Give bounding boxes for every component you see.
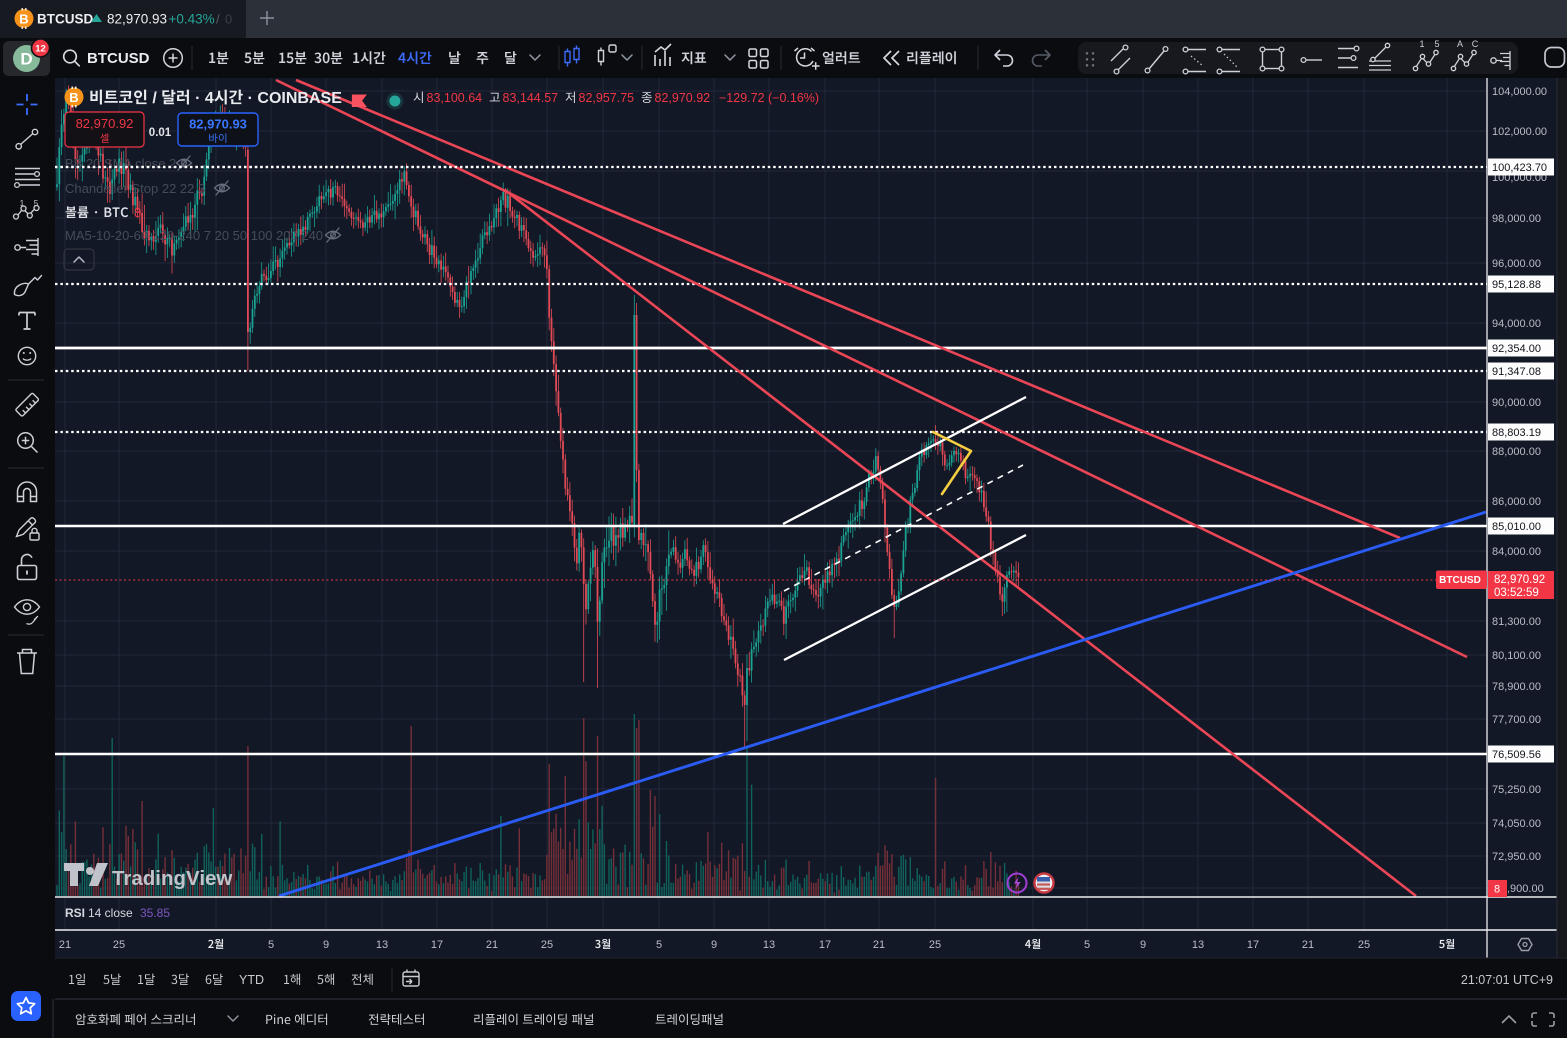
svg-text:25: 25: [113, 939, 125, 951]
svg-text:13: 13: [763, 939, 775, 951]
svg-text:5: 5: [1084, 939, 1090, 951]
svg-text:100,423.70: 100,423.70: [1492, 162, 1547, 174]
svg-text:75,250.00: 75,250.00: [1492, 784, 1541, 796]
svg-text:94,000.00: 94,000.00: [1492, 318, 1541, 330]
svg-text:95,128.88: 95,128.88: [1492, 279, 1541, 291]
svg-text:25: 25: [541, 939, 553, 951]
svg-text:A: A: [1457, 39, 1463, 49]
svg-text:83,144.57: 83,144.57: [503, 91, 559, 105]
svg-text:9: 9: [711, 939, 717, 951]
svg-text:21:07:01 UTC+9: 21:07:01 UTC+9: [1461, 973, 1553, 987]
svg-text:,900.00: ,900.00: [1507, 883, 1544, 895]
svg-text:77,700.00: 77,700.00: [1492, 714, 1541, 726]
svg-text:92,354.00: 92,354.00: [1492, 343, 1541, 355]
svg-text:17: 17: [819, 939, 831, 951]
svg-text:21: 21: [59, 939, 71, 951]
svg-text:8: 8: [1494, 884, 1500, 896]
svg-text:83,100.64: 83,100.64: [427, 91, 483, 105]
svg-text:−129.72 (−0.16%): −129.72 (−0.16%): [719, 91, 819, 105]
svg-text:78,900.00: 78,900.00: [1492, 681, 1541, 693]
svg-text:82,970.92: 82,970.92: [76, 116, 134, 131]
svg-text:B: B: [69, 90, 78, 105]
svg-text:· 4: · 4: [191, 90, 214, 107]
svg-text:90,000.00: 90,000.00: [1492, 397, 1541, 409]
svg-text:85,010.00: 85,010.00: [1492, 521, 1541, 533]
svg-text:82,970.92: 82,970.92: [655, 91, 711, 105]
svg-text:81,300.00: 81,300.00: [1492, 616, 1541, 628]
svg-text:0.01: 0.01: [149, 127, 172, 139]
svg-text:5: 5: [268, 939, 274, 951]
svg-text:BTCUSD: BTCUSD: [87, 50, 150, 67]
svg-text:17: 17: [431, 939, 443, 951]
svg-text:86,000.00: 86,000.00: [1492, 496, 1541, 508]
svg-text:/: /: [148, 90, 161, 107]
svg-text:B: B: [19, 12, 28, 27]
svg-text:98,000.00: 98,000.00: [1492, 213, 1541, 225]
svg-text:84,000.00: 84,000.00: [1492, 546, 1541, 558]
svg-text:8: 8: [134, 205, 141, 220]
svg-text:9: 9: [323, 939, 329, 951]
svg-text:21: 21: [1302, 939, 1314, 951]
svg-text:/: /: [216, 12, 220, 27]
svg-text:5: 5: [34, 199, 39, 208]
svg-text:91,347.08: 91,347.08: [1492, 366, 1541, 378]
svg-text:03:52:59: 03:52:59: [1494, 587, 1539, 599]
svg-text:104,000.00: 104,000.00: [1492, 86, 1547, 98]
svg-text:+0.43%: +0.43%: [169, 12, 215, 27]
svg-text:1: 1: [1419, 39, 1424, 49]
svg-text:74,050.00: 74,050.00: [1492, 818, 1541, 830]
svg-text:96,000.00: 96,000.00: [1492, 258, 1541, 270]
svg-text:RSI: RSI: [65, 906, 85, 920]
svg-text:YTD: YTD: [239, 973, 264, 987]
svg-text:D: D: [20, 50, 32, 69]
svg-text:5: 5: [656, 939, 662, 951]
svg-text:BTCUSD: BTCUSD: [1439, 575, 1481, 586]
svg-text:102,000.00: 102,000.00: [1492, 126, 1547, 138]
svg-text:0: 0: [225, 12, 232, 27]
svg-text:76,509.56: 76,509.56: [1492, 749, 1541, 761]
svg-text:Chandelier Stop 22 22 3: Chandelier Stop 22 22 3: [65, 181, 205, 196]
svg-text:14 close: 14 close: [88, 906, 133, 920]
svg-text:88,803.19: 88,803.19: [1492, 427, 1541, 439]
svg-text:88,000.00: 88,000.00: [1492, 446, 1541, 458]
svg-text:TradingView: TradingView: [112, 867, 232, 890]
svg-text:12: 12: [35, 44, 46, 55]
svg-text:· COINBASE: · COINBASE: [243, 90, 342, 107]
svg-text:82,957.75: 82,957.75: [579, 91, 635, 105]
svg-text:21: 21: [873, 939, 885, 951]
svg-text:13: 13: [1192, 939, 1204, 951]
svg-text:25: 25: [929, 939, 941, 951]
svg-text:21: 21: [486, 939, 498, 951]
svg-text:82,970.92: 82,970.92: [1494, 574, 1545, 586]
svg-text:9: 9: [1140, 939, 1146, 951]
svg-text:1: 1: [20, 199, 25, 208]
svg-text:13: 13: [376, 939, 388, 951]
svg-text:17: 17: [1247, 939, 1259, 951]
svg-text:80,100.00: 80,100.00: [1492, 650, 1541, 662]
svg-text:25: 25: [1358, 939, 1370, 951]
svg-text:72,950.00: 72,950.00: [1492, 851, 1541, 863]
svg-text:35.85: 35.85: [140, 906, 170, 920]
svg-text:82,970.93: 82,970.93: [107, 12, 167, 27]
svg-text:C: C: [1472, 39, 1479, 49]
svg-text:5: 5: [1434, 39, 1439, 49]
svg-text:MA5-10-20-60-120-240 7 20 50 1: MA5-10-20-60-120-240 7 20 50 100 200 240: [65, 228, 323, 243]
svg-text:BTCUSD: BTCUSD: [37, 12, 93, 27]
svg-text:82,970.93: 82,970.93: [189, 117, 247, 132]
svg-text:BB 20 SMA close 2: BB 20 SMA close 2: [65, 156, 176, 171]
